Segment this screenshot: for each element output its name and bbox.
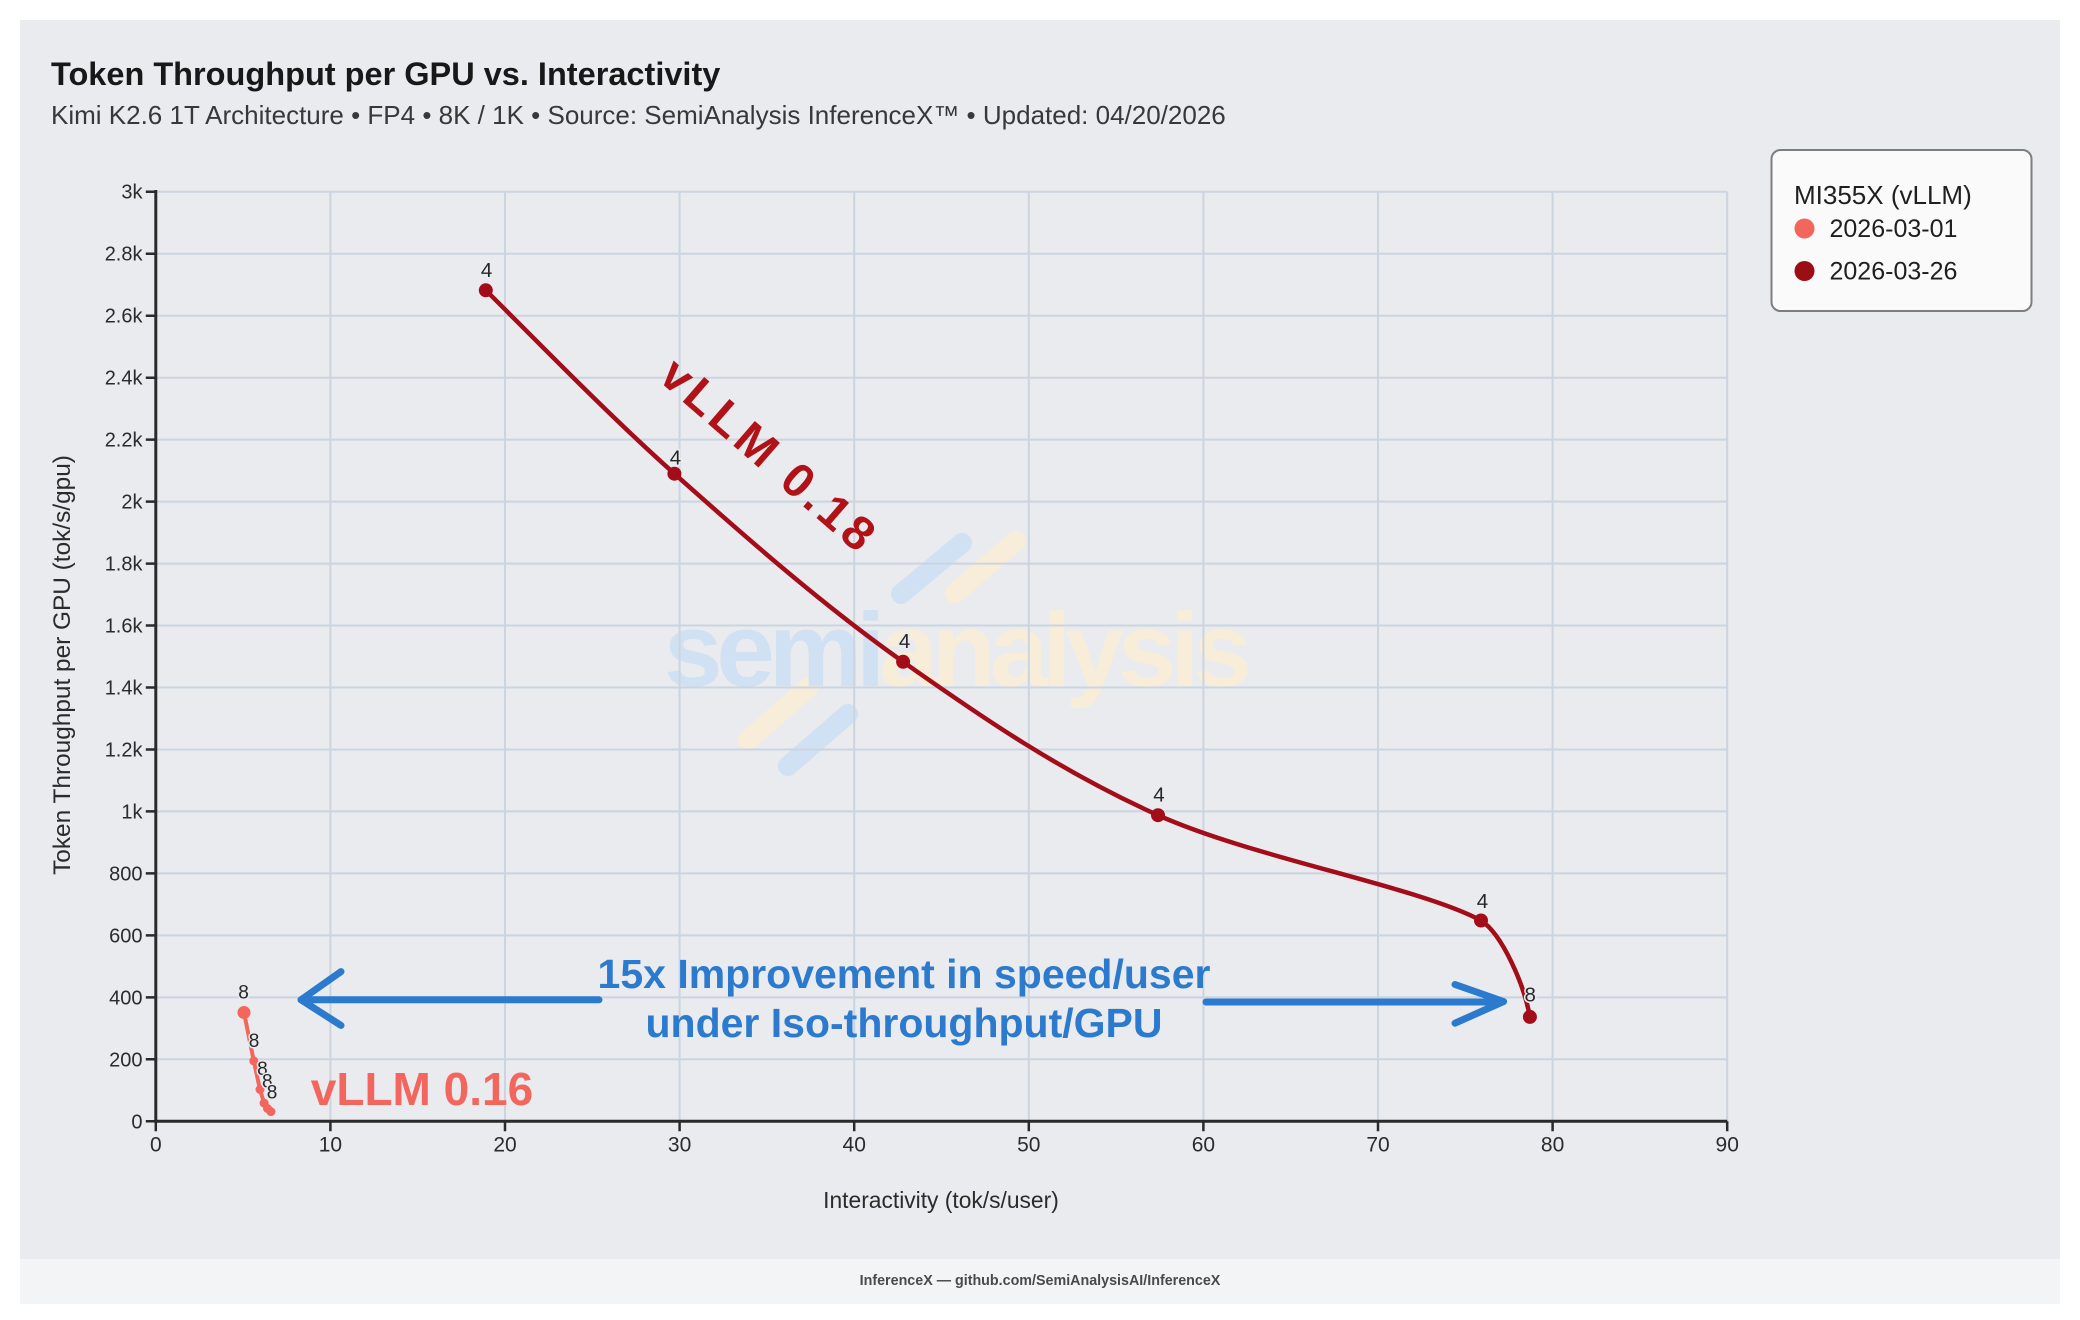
svg-text:semianalysis: semianalysis xyxy=(664,592,1248,709)
svg-text:8: 8 xyxy=(249,1031,260,1052)
svg-text:4: 4 xyxy=(1153,784,1164,807)
svg-text:1.6k: 1.6k xyxy=(105,616,144,638)
svg-text:8: 8 xyxy=(238,983,249,1004)
svg-text:10: 10 xyxy=(319,1134,342,1157)
svg-text:Interactivity (tok/s/user): Interactivity (tok/s/user) xyxy=(823,1187,1059,1213)
svg-text:4: 4 xyxy=(670,447,681,470)
svg-text:15x Improvement in speed/user: 15x Improvement in speed/user xyxy=(598,951,1211,997)
svg-text:4: 4 xyxy=(481,259,492,282)
svg-text:4: 4 xyxy=(1477,890,1488,913)
svg-text:400: 400 xyxy=(109,987,142,1009)
svg-text:2026-03-26: 2026-03-26 xyxy=(1830,258,1958,286)
svg-text:2.4k: 2.4k xyxy=(105,368,144,390)
svg-text:2.2k: 2.2k xyxy=(105,430,144,452)
svg-text:0: 0 xyxy=(131,1111,142,1133)
svg-text:under Iso-throughput/GPU: under Iso-throughput/GPU xyxy=(646,1000,1163,1046)
svg-text:70: 70 xyxy=(1366,1134,1389,1157)
svg-text:2.8k: 2.8k xyxy=(105,244,144,266)
svg-text:0: 0 xyxy=(150,1134,162,1157)
svg-text:1.2k: 1.2k xyxy=(105,740,144,762)
svg-text:600: 600 xyxy=(109,925,142,947)
svg-text:2k: 2k xyxy=(121,492,143,514)
svg-text:InferenceX — github.com/SemiAn: InferenceX — github.com/SemiAnalysisAI/I… xyxy=(860,1273,1221,1289)
svg-text:8: 8 xyxy=(267,1083,278,1104)
svg-text:200: 200 xyxy=(109,1049,142,1071)
svg-text:Token Throughput per GPU (tok/: Token Throughput per GPU (tok/s/gpu) xyxy=(49,455,76,875)
svg-text:3k: 3k xyxy=(121,182,143,204)
svg-text:2.6k: 2.6k xyxy=(105,306,144,328)
svg-text:90: 90 xyxy=(1716,1134,1739,1157)
svg-text:Kimi K2.6 1T Architecture • FP: Kimi K2.6 1T Architecture • FP4 • 8K / 1… xyxy=(51,100,1226,130)
svg-text:2026-03-01: 2026-03-01 xyxy=(1830,215,1958,243)
svg-text:60: 60 xyxy=(1192,1134,1215,1157)
svg-text:4: 4 xyxy=(899,630,910,653)
svg-text:800: 800 xyxy=(109,863,142,885)
svg-text:80: 80 xyxy=(1541,1134,1564,1157)
svg-text:vLLM 0.16: vLLM 0.16 xyxy=(311,1063,533,1115)
svg-text:1.4k: 1.4k xyxy=(105,678,144,700)
svg-text:50: 50 xyxy=(1017,1134,1040,1157)
svg-text:40: 40 xyxy=(843,1134,866,1157)
svg-text:Token Throughput per GPU vs. I: Token Throughput per GPU vs. Interactivi… xyxy=(51,56,720,92)
svg-text:1.8k: 1.8k xyxy=(105,554,144,576)
svg-text:8: 8 xyxy=(262,1072,273,1093)
svg-text:MI355X (vLLM): MI355X (vLLM) xyxy=(1794,180,1972,210)
svg-text:8: 8 xyxy=(257,1059,268,1080)
svg-text:8: 8 xyxy=(1524,984,1535,1007)
svg-text:30: 30 xyxy=(668,1134,691,1157)
svg-text:1k: 1k xyxy=(121,801,143,823)
svg-text:20: 20 xyxy=(493,1134,516,1157)
